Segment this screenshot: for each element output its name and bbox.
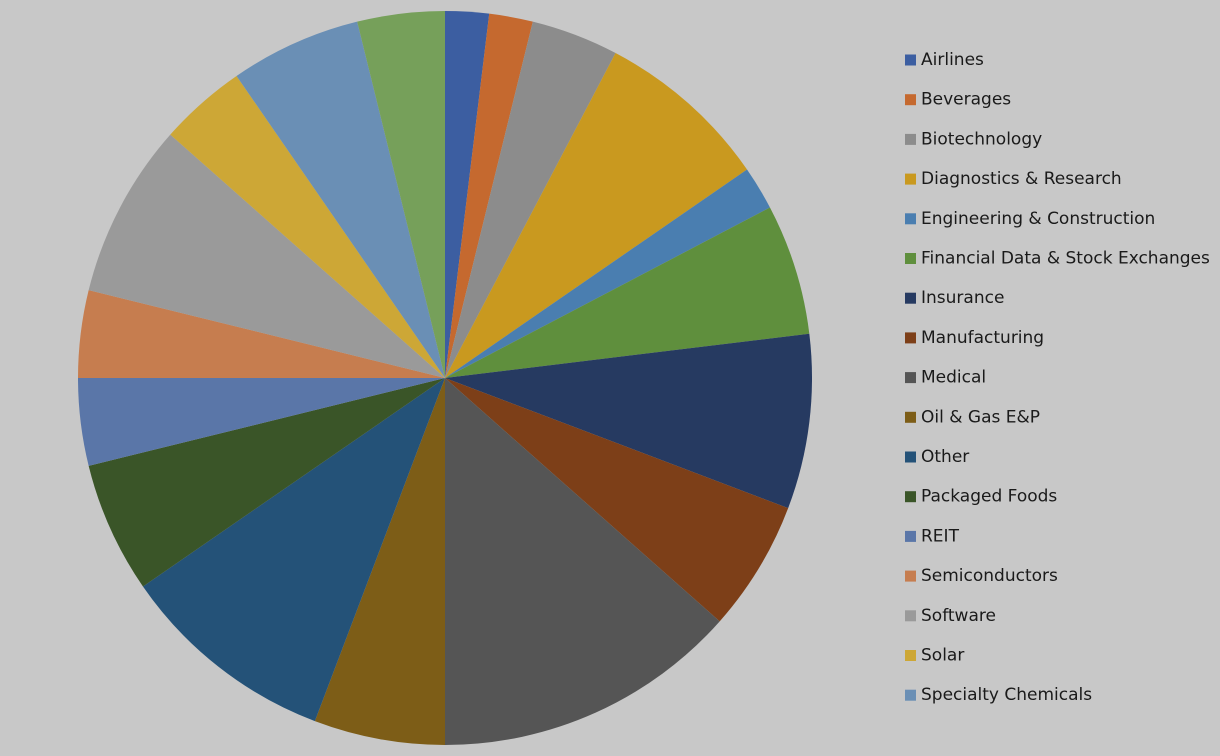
pie-slice xyxy=(170,75,445,379)
pie-slice xyxy=(445,378,789,622)
legend-label: Biotechnology xyxy=(921,129,1042,149)
legend-swatch xyxy=(905,372,916,384)
legend-label: Specialty Chemicals xyxy=(921,685,1092,705)
pie-slice xyxy=(445,53,748,379)
legend-swatch xyxy=(905,94,916,106)
legend-label: Airlines xyxy=(921,50,984,70)
legend-label: Financial Data & Stock Exchanges xyxy=(921,249,1210,269)
legend-swatch xyxy=(905,213,916,225)
legend-swatch xyxy=(905,491,916,503)
pie-slice xyxy=(88,378,445,587)
legend-label: Engineering & Construction xyxy=(921,209,1155,229)
pie-slice xyxy=(445,207,810,378)
pie-slice xyxy=(445,378,720,745)
legend-label: Manufacturing xyxy=(921,328,1044,348)
pie-slice xyxy=(78,378,445,466)
legend-swatch xyxy=(905,54,916,66)
legend-swatch xyxy=(905,530,916,542)
legend-swatch xyxy=(905,253,916,264)
pie-slice xyxy=(445,21,616,378)
legend-label: Software xyxy=(921,606,996,626)
legend-label: Solar xyxy=(921,646,964,666)
legend-swatch xyxy=(905,610,916,622)
pie-slice xyxy=(445,11,490,378)
legend-label: Beverages xyxy=(921,90,1011,110)
legend-label: Diagnostics & Research xyxy=(921,169,1122,189)
legend-label: Semiconductors xyxy=(921,566,1058,586)
pie-slice xyxy=(445,333,812,509)
legend-swatch xyxy=(905,292,916,304)
pie-slice xyxy=(88,134,445,378)
legend-label: Medical xyxy=(921,368,986,388)
legend-swatch xyxy=(905,173,916,185)
legend-swatch xyxy=(905,689,916,701)
pie-slice xyxy=(357,11,445,378)
pie-slice xyxy=(78,290,445,378)
legend-swatch xyxy=(905,332,916,344)
pie-slice xyxy=(445,169,770,378)
legend-swatch xyxy=(905,650,916,661)
legend-swatch xyxy=(905,570,916,582)
legend-label: Packaged Foods xyxy=(921,487,1057,507)
legend-label: REIT xyxy=(921,526,960,546)
legend-swatch xyxy=(905,411,916,423)
legend-label: Other xyxy=(921,447,969,467)
legend-label: Oil & Gas E&P xyxy=(921,407,1040,427)
legend-swatch xyxy=(905,133,916,145)
legend-swatch xyxy=(905,451,916,463)
pie-slice xyxy=(314,378,445,745)
pie-slice xyxy=(142,378,446,722)
legend-label: Insurance xyxy=(921,288,1004,308)
pie-slice xyxy=(236,21,445,378)
pie-slice xyxy=(445,13,533,379)
